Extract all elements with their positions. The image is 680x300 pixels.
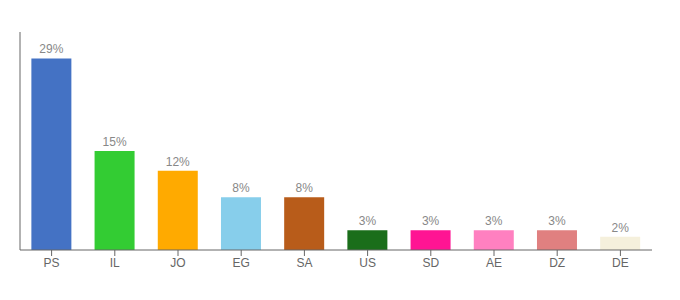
svg-text:SD: SD xyxy=(422,256,439,270)
svg-text:3%: 3% xyxy=(359,214,377,228)
svg-text:2%: 2% xyxy=(612,221,630,235)
svg-text:US: US xyxy=(359,256,376,270)
svg-text:DZ: DZ xyxy=(549,256,565,270)
svg-text:8%: 8% xyxy=(296,181,314,195)
svg-text:JO: JO xyxy=(170,256,185,270)
svg-text:EG: EG xyxy=(233,256,250,270)
svg-text:29%: 29% xyxy=(39,42,63,56)
svg-text:AE: AE xyxy=(486,256,502,270)
svg-text:DE: DE xyxy=(612,256,629,270)
svg-text:8%: 8% xyxy=(232,181,250,195)
svg-text:3%: 3% xyxy=(422,214,440,228)
svg-text:SA: SA xyxy=(296,256,312,270)
svg-text:3%: 3% xyxy=(485,214,503,228)
svg-text:PS: PS xyxy=(44,256,60,270)
svg-text:3%: 3% xyxy=(548,214,566,228)
svg-text:12%: 12% xyxy=(166,155,190,169)
svg-text:15%: 15% xyxy=(103,135,127,149)
svg-text:IL: IL xyxy=(110,256,120,270)
